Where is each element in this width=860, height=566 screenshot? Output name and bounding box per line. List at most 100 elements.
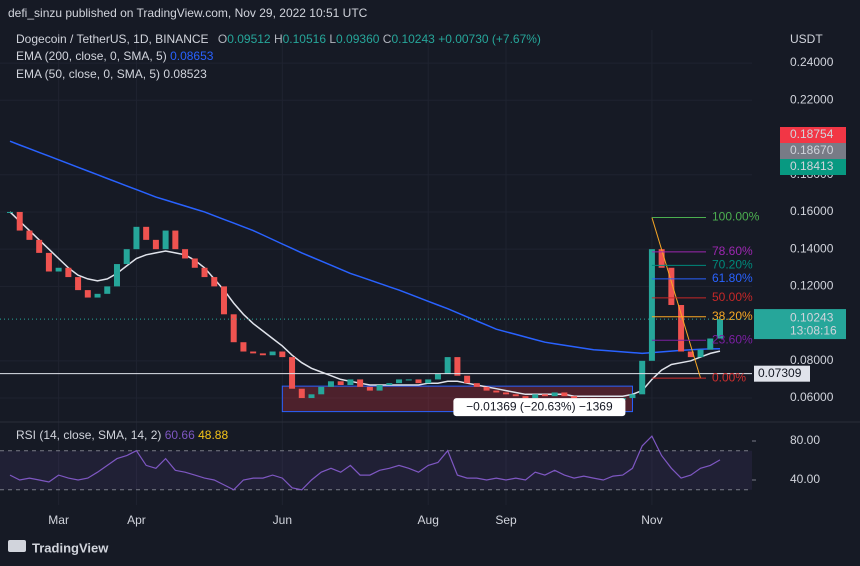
- brand: TradingView: [32, 540, 109, 555]
- candle: [415, 379, 422, 384]
- currency: USDT: [790, 32, 823, 46]
- candle: [493, 390, 500, 393]
- y-tick-label: 0.08000: [790, 353, 834, 367]
- price-tag: [780, 159, 846, 175]
- candle: [337, 381, 344, 386]
- candle: [211, 277, 218, 287]
- rsi-legend: RSI (14, close, SMA, 14, 2) 60.66 48.88: [16, 428, 228, 442]
- symbol-legend: Dogecoin / TetherUS, 1D, BINANCE O0.0951…: [16, 32, 541, 46]
- price-tag: [754, 309, 846, 340]
- fib-label: 0.00%: [712, 370, 746, 384]
- candle: [191, 258, 198, 268]
- candle: [561, 392, 568, 397]
- ema200-value: 0.08653: [170, 49, 214, 63]
- candle: [551, 392, 558, 397]
- price-tag: [754, 365, 810, 382]
- ohlc-value: 0.09512: [227, 32, 271, 46]
- candle: [376, 385, 383, 391]
- y-tick-label: 0.12000: [790, 279, 834, 293]
- fib-label: 38.20%: [712, 309, 753, 323]
- candle: [357, 379, 364, 387]
- price-tag: [780, 143, 846, 159]
- ema50-value: 0.08523: [163, 67, 207, 81]
- candle: [269, 351, 276, 356]
- candle: [697, 349, 704, 358]
- ohlc-key: L: [329, 32, 336, 46]
- ohlc-key: O: [218, 32, 227, 46]
- candle: [104, 286, 111, 294]
- ema50-name: EMA (50, close, 0, SMA, 5): [16, 67, 160, 81]
- candle: [201, 267, 208, 278]
- y-tick-label: 0.16000: [790, 204, 834, 218]
- ema200-legend: EMA (200, close, 0, SMA, 5) 0.08653: [16, 49, 214, 63]
- candle: [94, 293, 101, 298]
- price-tag-label: 0.18754: [790, 127, 834, 141]
- candle: [541, 394, 548, 397]
- rsi-tick-label: 80.00: [790, 433, 820, 447]
- rsi-sma-value: 48.88: [198, 428, 228, 442]
- candle: [658, 249, 665, 268]
- rsi-name: RSI (14, close, SMA, 14, 2): [16, 428, 161, 442]
- last-price-label: 0.10243: [790, 310, 834, 324]
- candle: [36, 239, 43, 253]
- fib-label: 50.00%: [712, 290, 753, 304]
- candle: [425, 379, 432, 384]
- change: +0.00730 (+7.67%): [438, 32, 541, 46]
- candle: [152, 239, 159, 250]
- candle: [7, 211, 13, 213]
- ohlc-value: 0.09360: [336, 32, 380, 46]
- candle: [648, 249, 655, 361]
- ema50-legend: EMA (50, close, 0, SMA, 5) 0.08523: [16, 67, 207, 81]
- candle: [434, 373, 441, 380]
- rsi-band: [0, 450, 752, 490]
- x-tick-label: Mar: [48, 513, 69, 527]
- ema-line: [9, 211, 721, 397]
- y-tick-label: 0.22000: [790, 92, 834, 106]
- candle: [55, 267, 62, 272]
- candle: [318, 386, 325, 395]
- candle: [396, 379, 403, 384]
- candle: [123, 249, 130, 265]
- candle: [503, 392, 510, 395]
- y-tick-label: 0.06000: [790, 390, 834, 404]
- y-tick-label: 0.24000: [790, 55, 834, 69]
- y-tick-label: 0.14000: [790, 241, 834, 255]
- ohlc-key: H: [274, 32, 283, 46]
- symbol: Dogecoin / TetherUS, 1D, BINANCE: [16, 32, 209, 46]
- candle: [522, 396, 529, 399]
- measure-label-bg: [453, 398, 626, 417]
- ohlc-value: 0.10243: [391, 32, 435, 46]
- countdown: 13:08:16: [790, 323, 837, 337]
- x-tick-label: Jun: [273, 513, 292, 527]
- candle: [629, 394, 636, 399]
- logo: [8, 540, 26, 552]
- candle: [483, 386, 490, 391]
- candle: [532, 394, 539, 399]
- candle: [133, 226, 140, 250]
- candle: [678, 304, 685, 352]
- candle: [143, 226, 150, 240]
- candle: [308, 394, 315, 399]
- candle: [16, 211, 23, 231]
- candle: [162, 230, 169, 250]
- candle: [687, 351, 694, 358]
- candle: [279, 351, 286, 358]
- measure-label: −0.01369 (−20.63%) −1369: [466, 399, 613, 413]
- fib-label: 70.20%: [712, 258, 753, 272]
- x-tick-label: Nov: [641, 513, 662, 527]
- candle: [230, 314, 237, 343]
- fib-label: 100.00%: [712, 210, 760, 224]
- fib-label: 61.80%: [712, 271, 753, 285]
- ema200-name: EMA (200, close, 0, SMA, 5): [16, 49, 167, 63]
- candle: [473, 383, 480, 387]
- fib-label: 78.60%: [712, 244, 753, 258]
- rsi-line: [9, 435, 721, 491]
- candle: [347, 379, 354, 386]
- candle: [75, 277, 82, 291]
- x-tick-label: Sep: [495, 513, 517, 527]
- ohlc-value: 0.10516: [283, 32, 327, 46]
- candle: [298, 388, 305, 399]
- publisher: defi_sinzu published on TradingView.com,…: [8, 6, 368, 20]
- price-tag-label: 0.18413: [790, 159, 834, 173]
- candle: [240, 342, 247, 352]
